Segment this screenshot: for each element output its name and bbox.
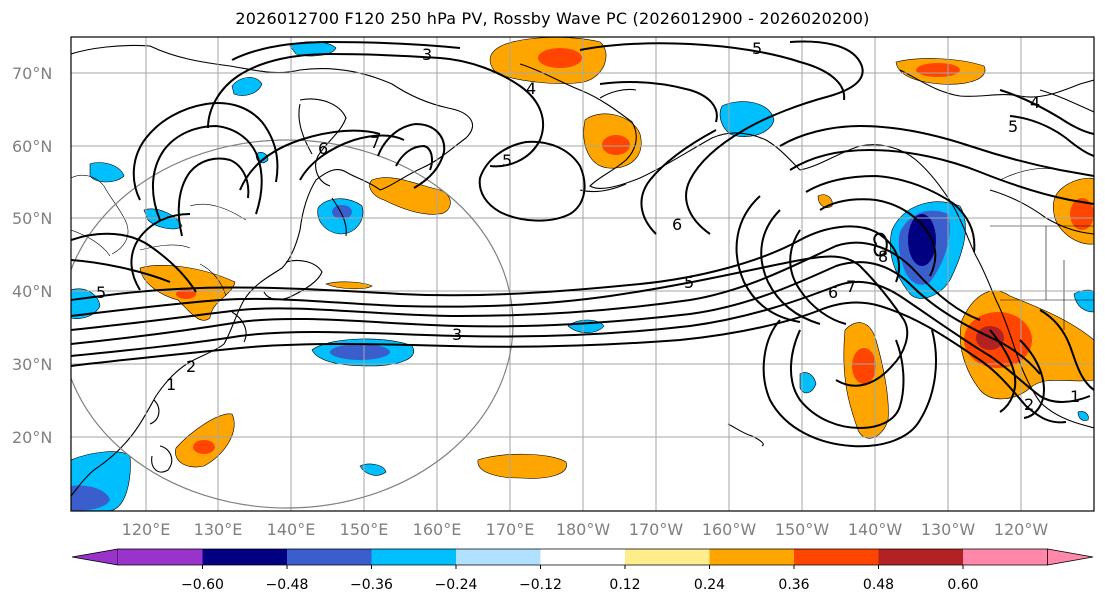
- negative-anomaly-west-siberia: [231, 77, 263, 96]
- colorbar-extend-low: [71, 548, 119, 566]
- colorbar-tick-label: 0.36: [778, 577, 809, 593]
- pv-contours: [71, 40, 1094, 448]
- lon-label: 170°W: [629, 520, 684, 539]
- positive-anomaly-alaska-core: [602, 135, 630, 155]
- colorbar-segment: [540, 549, 625, 565]
- contour-label: 4: [1030, 93, 1040, 112]
- highlight-circle: [71, 139, 514, 509]
- contour-label: 7: [370, 133, 380, 152]
- negative-anomaly-scs-core: [71, 485, 110, 511]
- colorbar-segment: [709, 549, 794, 565]
- map-title: 2026012700 F120 250 hPa PV, Rossby Wave …: [235, 9, 870, 28]
- colorbar-extend-high: [1047, 548, 1094, 566]
- lon-label: 120°W: [994, 520, 1049, 539]
- lat-label: 20°N: [12, 428, 52, 447]
- negative-anomaly-gulf-alaska-core: [908, 214, 936, 266]
- lon-label: 120°E: [122, 520, 171, 539]
- colorbar-segment: [287, 549, 372, 565]
- contour-label: 5: [1008, 117, 1018, 136]
- lon-label: 140°E: [267, 520, 316, 539]
- longitude-labels: 120°E 130°E 140°E 150°E 160°E 170°E 180°…: [122, 520, 1049, 539]
- colorbar-tick-label: −0.24: [435, 577, 478, 593]
- positive-anomaly-bering-core: [538, 48, 582, 68]
- latitude-labels: 70°N 60°N 50°N 40°N 30°N 20°N: [12, 64, 52, 447]
- lat-label: 70°N: [12, 64, 52, 83]
- lon-label: 150°E: [340, 520, 389, 539]
- positive-anomaly-central-pacific: [477, 453, 567, 479]
- contour-label: 5: [96, 283, 106, 302]
- positive-anomaly-philippine-core: [193, 440, 215, 454]
- colorbar-ticks: [202, 565, 964, 569]
- anomaly-shading: [71, 37, 1094, 511]
- negative-anomaly-bering-strait: [719, 101, 775, 137]
- negative-anomaly-west-pac: [359, 463, 387, 476]
- negative-anomaly-subtropical-core: [330, 344, 390, 360]
- lon-label: 180°W: [556, 520, 611, 539]
- colorbar-tick-label: −0.48: [266, 577, 309, 593]
- lat-label: 40°N: [12, 282, 52, 301]
- positive-anomaly-arctic-canada-core: [916, 63, 960, 77]
- contour-label: 8: [878, 247, 888, 266]
- positive-anomaly-hawaii-core: [852, 348, 876, 384]
- colorbar-segment: [456, 549, 541, 565]
- lon-label: 170°E: [486, 520, 535, 539]
- colorbar-segment: [625, 549, 710, 565]
- contour-label: 6: [828, 283, 838, 302]
- colorbar-tick-label: 0.60: [947, 577, 978, 593]
- colorbar-segment: [202, 549, 287, 565]
- contour-label: 1: [166, 375, 176, 394]
- lon-label: 160°W: [702, 520, 757, 539]
- colorbar-tick-labels: −0.60 −0.48 −0.36 −0.24 −0.12 0.12 0.24 …: [181, 577, 979, 593]
- positive-anomaly-okhotsk: [369, 177, 451, 215]
- colorbar-tick-label: 0.12: [609, 577, 640, 593]
- contour-label: 5: [502, 151, 512, 170]
- lon-label: 150°W: [775, 520, 830, 539]
- lon-label: 140°W: [848, 520, 903, 539]
- negative-anomaly-mongolia: [89, 162, 125, 183]
- contour-label: 2: [186, 357, 196, 376]
- lon-label: 130°W: [921, 520, 976, 539]
- contour-label: 3: [422, 45, 432, 64]
- negative-anomaly-mexico: [1077, 411, 1089, 421]
- negative-anomaly-hawaii: [799, 372, 817, 394]
- graticule: [71, 37, 1094, 511]
- contour-label: 5: [684, 273, 694, 292]
- contour-label: 5: [752, 39, 762, 58]
- contour-label: 4: [526, 79, 536, 98]
- contour-labels: 3 5 4 7 6 5 6 5 3 2 1 5 7 6 8 2 1 4 5: [96, 39, 1080, 414]
- colorbar-segment: [371, 549, 456, 565]
- lat-label: 60°N: [12, 137, 52, 156]
- colorbar-tick-label: 0.24: [694, 577, 725, 593]
- contour-label: 7: [846, 277, 856, 296]
- lon-label: 160°E: [413, 520, 462, 539]
- positive-anomaly-small-gulf: [817, 194, 833, 208]
- positive-anomaly-canada-east-core: [1070, 198, 1094, 230]
- colorbar-tick-label: −0.12: [519, 577, 562, 593]
- lat-label: 30°N: [12, 355, 52, 374]
- colorbar-segment: [878, 549, 963, 565]
- contour-label: 2: [1024, 395, 1034, 414]
- colorbar-tick-label: −0.60: [181, 577, 224, 593]
- contour-label: 1: [1070, 387, 1080, 406]
- contour-label: 6: [672, 215, 682, 234]
- positive-anomaly-small: [325, 281, 373, 290]
- colorbar-outline: [118, 548, 1048, 566]
- contour-label: 3: [452, 325, 462, 344]
- lon-label: 130°E: [194, 520, 243, 539]
- colorbar-segment: [794, 549, 879, 565]
- map-frame: [70, 36, 1095, 512]
- colorbar-segment: [118, 549, 203, 565]
- contour-label: 6: [318, 139, 328, 158]
- lat-label: 50°N: [12, 209, 52, 228]
- colorbar: −0.60 −0.48 −0.36 −0.24 −0.12 0.12 0.24 …: [71, 548, 1094, 593]
- colorbar-tick-label: 0.48: [863, 577, 894, 593]
- colorbar-segment: [963, 549, 1048, 565]
- colorbar-tick-label: −0.36: [350, 577, 393, 593]
- negative-anomaly-sakhalin-core: [332, 205, 352, 219]
